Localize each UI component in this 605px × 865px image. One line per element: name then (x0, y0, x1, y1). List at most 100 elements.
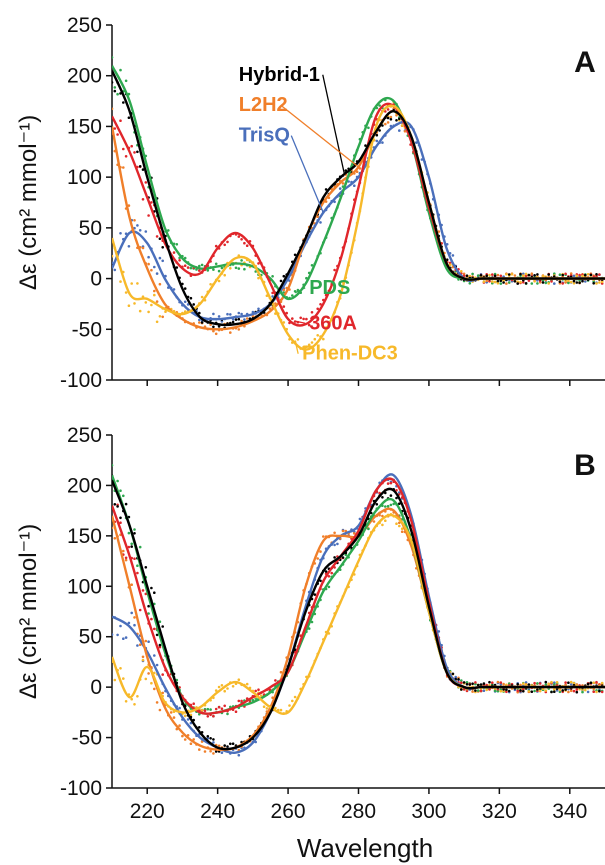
data-point (527, 690, 531, 693)
data-point (496, 273, 500, 277)
annotation-leader (294, 320, 306, 324)
annotation-leader (294, 287, 306, 294)
data-point (460, 270, 463, 273)
x-tick-label: 260 (271, 800, 306, 823)
data-point (223, 704, 226, 708)
data-point (600, 681, 604, 685)
data-point (153, 591, 156, 594)
data-point (223, 689, 226, 693)
data-point (496, 281, 500, 285)
data-point (150, 586, 153, 590)
data-point (451, 672, 455, 676)
data-point (575, 274, 579, 278)
data-point (119, 667, 122, 670)
data-point (553, 282, 556, 285)
data-point (353, 532, 356, 535)
panel-a: -100 -50 0 50 100 150 200 250 Δε (cm² mmol⁻¹) A Hy… (15, 14, 605, 392)
data-point (200, 321, 204, 324)
data-point (471, 682, 474, 685)
data-point (592, 275, 595, 279)
data-point (353, 184, 356, 187)
data-point (333, 268, 336, 272)
data-point (158, 645, 162, 649)
data-point (437, 230, 441, 233)
data-point (200, 709, 204, 712)
data-point (116, 133, 119, 136)
annotation-leader (290, 135, 324, 213)
data-point (584, 688, 587, 692)
data-point (112, 56, 114, 59)
data-point (237, 235, 241, 238)
data-point (584, 280, 587, 283)
data-point (141, 246, 145, 250)
data-point (237, 311, 241, 315)
data-point (575, 690, 579, 694)
panel-label: A (574, 46, 596, 79)
data-point (212, 325, 215, 329)
data-point (265, 707, 269, 710)
data-point (198, 318, 201, 322)
y-tick-label: -50 (72, 318, 102, 341)
data-point (479, 689, 483, 692)
data-point (172, 288, 176, 291)
data-point (158, 315, 162, 318)
data-point (229, 742, 232, 746)
data-point (138, 643, 142, 646)
data-point (119, 489, 122, 493)
y-tick-label: -100 (60, 369, 102, 392)
data-point (572, 279, 576, 283)
data-point (183, 264, 187, 268)
data-point (524, 681, 528, 684)
data-point (141, 655, 145, 659)
series-line-hybrid-1 (112, 70, 605, 327)
data-point (133, 219, 136, 222)
data-point (158, 620, 162, 623)
data-point (445, 258, 449, 262)
data-point (124, 700, 128, 703)
data-point (454, 675, 458, 679)
data-point (206, 715, 210, 718)
data-point (116, 633, 119, 637)
series-points-pds (112, 464, 604, 718)
x-tick-label: 300 (411, 800, 446, 823)
data-point (138, 229, 142, 232)
data-point (119, 624, 122, 628)
data-point (231, 685, 235, 688)
data-point (550, 690, 553, 694)
data-point (474, 689, 477, 692)
data-point (189, 296, 193, 300)
data-point (553, 688, 556, 691)
data-point (392, 502, 396, 506)
data-point (465, 274, 469, 278)
data-point (600, 280, 604, 284)
data-point (488, 688, 491, 691)
data-point (282, 274, 286, 278)
data-point (541, 274, 545, 278)
data-point (223, 273, 226, 277)
data-point (133, 302, 136, 305)
data-point (476, 683, 480, 687)
data-point (313, 337, 317, 341)
data-point (214, 707, 218, 711)
annotation-leader (280, 104, 359, 168)
data-point (316, 215, 320, 218)
data-point (544, 689, 548, 692)
data-point (493, 274, 497, 278)
data-point (319, 550, 322, 553)
data-point (564, 688, 567, 691)
data-point (217, 269, 221, 273)
data-point (147, 604, 150, 608)
data-point (589, 273, 593, 277)
data-point (155, 300, 159, 303)
data-point (536, 282, 539, 285)
data-point (389, 118, 393, 121)
data-point (465, 683, 469, 686)
data-point (586, 273, 590, 276)
data-point (544, 281, 548, 285)
data-point (144, 230, 148, 233)
data-point (133, 151, 136, 154)
data-point (122, 166, 125, 169)
data-point (558, 280, 562, 284)
data-point (561, 282, 564, 285)
data-point (558, 690, 562, 694)
